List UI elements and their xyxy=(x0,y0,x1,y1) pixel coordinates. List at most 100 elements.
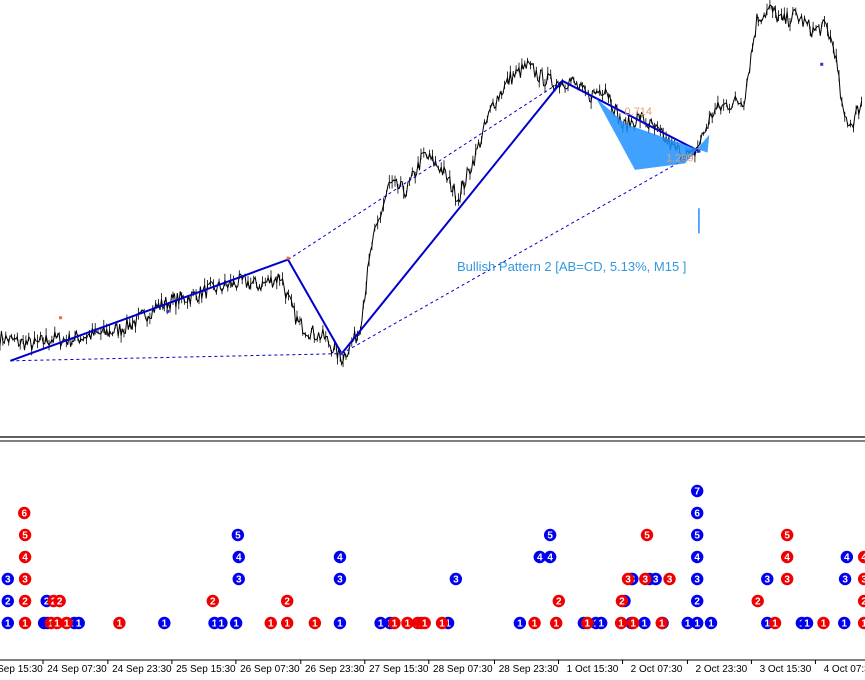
count-marker: 3 xyxy=(857,572,865,586)
count-marker-label: 2 xyxy=(619,597,625,608)
count-marker-label: 1 xyxy=(312,619,318,630)
count-marker: 1 xyxy=(215,616,228,630)
count-marker-label: 1 xyxy=(659,619,665,630)
count-marker-dot xyxy=(229,616,243,630)
pattern-ratio-label-0: 0.714 xyxy=(625,106,653,118)
count-marker: 1 xyxy=(838,616,851,630)
count-marker-label: 2 xyxy=(755,597,761,608)
count-marker-label: 4 xyxy=(861,553,865,564)
count-marker: 1 xyxy=(626,616,640,630)
count-marker-dot xyxy=(232,572,245,586)
count-marker-label: 6 xyxy=(21,509,27,520)
count-marker-dot xyxy=(333,550,347,564)
count-marker-label: 4 xyxy=(547,553,553,564)
count-marker-label: 1 xyxy=(162,619,168,630)
count-marker: 2 xyxy=(280,594,294,608)
count-marker-dot xyxy=(690,484,704,498)
count-marker: 3 xyxy=(18,572,32,586)
count-marker: 5 xyxy=(543,528,557,542)
count-marker-label: 1 xyxy=(117,619,123,630)
count-marker-label: 3 xyxy=(625,575,631,586)
count-marker-label: 1 xyxy=(708,619,714,630)
count-marker-label: 3 xyxy=(861,575,865,586)
pattern-ratio-label-1: 1.299 xyxy=(666,153,694,165)
count-marker-dot xyxy=(50,616,64,630)
count-marker-dot xyxy=(18,572,32,586)
count-marker-dot xyxy=(639,572,652,586)
count-marker-dot xyxy=(1,594,14,608)
count-marker-label: 1 xyxy=(219,619,225,630)
count-marker-dot xyxy=(663,572,676,586)
count-marker-dot xyxy=(280,594,294,608)
count-marker-label: 5 xyxy=(784,531,790,542)
count-marker-label: 1 xyxy=(585,619,591,630)
count-marker: 5 xyxy=(640,528,654,542)
count-marker-label: 3 xyxy=(453,575,459,586)
count-marker-dot xyxy=(60,616,73,630)
count-marker-dot xyxy=(704,616,718,630)
count-marker-dot xyxy=(113,616,126,630)
count-marker-dot xyxy=(655,616,668,630)
count-marker: 1 xyxy=(704,616,718,630)
count-marker-label: 1 xyxy=(804,619,810,630)
count-marker: 4 xyxy=(533,550,546,564)
count-marker-dot xyxy=(215,616,228,630)
time-tick-label: 2 Oct 07:30 xyxy=(631,664,683,675)
count-marker-label: 1 xyxy=(422,619,428,630)
count-marker-dot xyxy=(615,594,629,608)
count-marker-label: 1 xyxy=(553,619,559,630)
count-marker-dot xyxy=(690,594,704,608)
count-marker-dot xyxy=(333,572,347,586)
pattern-dashed-line-2 xyxy=(341,150,700,355)
count-marker-label: 2 xyxy=(44,597,50,608)
count-marker: 3 xyxy=(649,572,662,586)
count-marker: 1 xyxy=(264,616,277,630)
time-tick-label: 1 Oct 15:30 xyxy=(567,664,619,675)
count-marker-dot xyxy=(857,572,865,586)
count-marker-label: 5 xyxy=(235,531,241,542)
count-marker-label: 1 xyxy=(445,619,451,630)
count-marker-label: 5 xyxy=(694,531,700,542)
count-marker-label: 1 xyxy=(64,619,70,630)
count-marker-label: 4 xyxy=(22,553,28,564)
count-marker-label: 1 xyxy=(772,619,778,630)
count-marker-label: 1 xyxy=(22,619,28,630)
count-marker: 5 xyxy=(231,528,245,542)
count-marker: 3 xyxy=(639,572,652,586)
count-marker-dot xyxy=(838,572,852,586)
count-marker: 3 xyxy=(1,572,14,586)
count-marker-dot xyxy=(18,594,32,608)
count-marker-dot xyxy=(280,616,294,630)
count-marker: 3 xyxy=(780,572,794,586)
count-marker-dot xyxy=(690,506,704,520)
count-marker-dot xyxy=(533,550,546,564)
time-tick-label: 4 Oct 07:30 xyxy=(824,664,865,675)
count-marker-label: 6 xyxy=(694,509,700,520)
count-marker-dot xyxy=(543,528,557,542)
time-tick-label: 24 Sep 15:30 xyxy=(0,664,43,675)
count-marker: 2 xyxy=(18,594,32,608)
pivot-dot-0 xyxy=(286,256,290,260)
count-marker: 1 xyxy=(690,616,704,630)
count-marker-label: 2 xyxy=(694,597,700,608)
count-marker-dot xyxy=(552,594,565,608)
count-marker-dot xyxy=(857,594,865,608)
count-marker: 5 xyxy=(780,528,794,542)
count-marker: 1 xyxy=(374,616,387,630)
count-marker-dot xyxy=(780,528,794,542)
count-marker-label: 3 xyxy=(643,575,649,586)
count-marker: 4 xyxy=(857,550,865,564)
time-tick-label: 24 Sep 07:30 xyxy=(47,664,107,675)
count-marker-dot xyxy=(308,616,322,630)
count-marker-label: 1 xyxy=(764,619,770,630)
time-tick-label: 28 Sep 23:30 xyxy=(499,664,559,675)
count-marker-dot xyxy=(690,528,704,542)
count-marker: 1 xyxy=(435,616,449,630)
count-marker: 1 xyxy=(72,616,85,630)
count-marker: 1 xyxy=(280,616,294,630)
pattern-dashed-line-0 xyxy=(10,353,342,362)
count-marker-dot xyxy=(780,550,794,564)
count-marker-dot xyxy=(18,506,31,520)
time-tick-label: 26 Sep 07:30 xyxy=(240,664,300,675)
count-marker-label: 5 xyxy=(644,531,650,542)
